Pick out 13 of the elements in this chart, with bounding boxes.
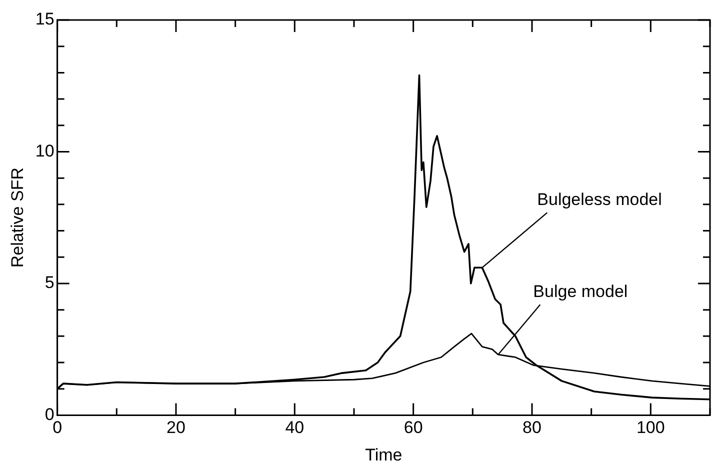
y-tick-label: 5: [44, 273, 54, 292]
x-tick-label: 100: [636, 418, 665, 438]
annotation: Bulge model: [533, 282, 628, 301]
x-tick-label: 80: [522, 418, 542, 438]
x-tick-label: 40: [285, 418, 304, 438]
y-tick-label: 0: [44, 404, 54, 424]
y-tick-label: 15: [35, 10, 54, 29]
y-tick-label: 10: [35, 141, 54, 160]
x-tick-label: 20: [166, 418, 186, 438]
y-axis-title: Relative SFR: [8, 168, 27, 268]
x-tick-label: 60: [404, 418, 423, 438]
annotation: Bulgeless model: [537, 190, 662, 209]
x-axis-title: Time: [365, 445, 402, 464]
